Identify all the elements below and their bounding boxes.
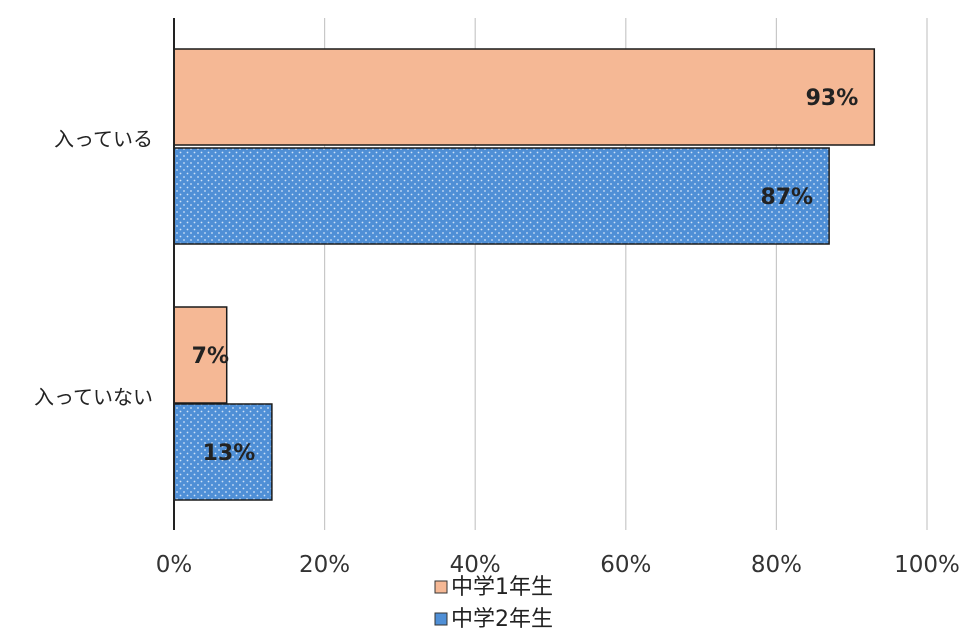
x-tick-label: 100% (894, 552, 960, 578)
legend-swatch (434, 580, 448, 594)
labels: 0% 20% 40% 60% 80% 100% 93% 87% 入っている 7% 13% 入っていない (34, 86, 960, 578)
data-label: 7% (192, 344, 229, 369)
legend-label: 中学2年生 (451, 607, 553, 632)
x-tick-label: 20% (299, 552, 350, 578)
x-tick-label: 40% (450, 552, 501, 578)
data-label: 13% (203, 441, 256, 466)
bar-1-1 (173, 48, 876, 146)
legend-swatch (434, 612, 448, 626)
data-label: 93% (806, 86, 859, 111)
category-label: 入っている (54, 127, 153, 151)
x-tick-label: 80% (751, 552, 802, 578)
bars (173, 48, 876, 501)
bar-2-1 (173, 147, 830, 245)
bar-1-2 (173, 306, 228, 404)
x-tick-label: 0% (156, 552, 193, 578)
x-tick-label: 60% (600, 552, 651, 578)
data-label: 87% (760, 185, 813, 210)
legend-label: 中学1年生 (451, 575, 553, 600)
category-label: 入っていない (34, 385, 153, 409)
